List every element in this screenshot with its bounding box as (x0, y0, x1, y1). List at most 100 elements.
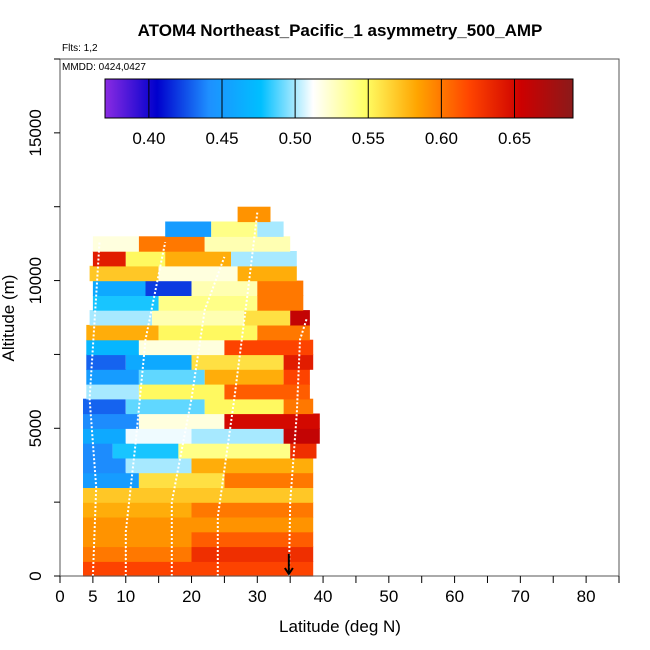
heatmap-cell (125, 354, 192, 370)
heatmap-cell (125, 546, 192, 562)
y-axis: 0 5000 10000 15000 (26, 58, 60, 581)
heatmap-cell (83, 398, 126, 415)
x-tick-label: 60 (445, 587, 464, 606)
colorbar-tick-label: 0.65 (498, 129, 531, 148)
heatmap-cell (83, 457, 126, 474)
heatmap-cell (224, 472, 314, 488)
heatmap-cell (83, 428, 126, 444)
heatmap-cell (191, 428, 284, 444)
heatmap-cell (257, 280, 304, 296)
colorbar-scale (104, 78, 574, 119)
heatmap-cell (86, 384, 139, 400)
heatmap-cell (92, 295, 159, 311)
heatmap-cell (125, 428, 192, 444)
y-tick-label: 10000 (26, 257, 45, 304)
flight-track (124, 242, 167, 576)
heatmap-cell (138, 413, 225, 429)
heatmap-cell (112, 443, 179, 459)
y-tick-label: 15000 (26, 109, 45, 156)
heatmap-cell (165, 221, 212, 237)
x-tick-label: 30 (248, 587, 267, 606)
heatmap-cell (138, 472, 225, 488)
latitude-marker-arrow (284, 553, 294, 576)
heatmap-cell (152, 310, 245, 326)
heatmap-cell (92, 280, 146, 296)
heatmap-cell (89, 310, 153, 326)
heatmap-cell (231, 251, 297, 267)
heatmap-cell (83, 531, 192, 548)
heatmap-cell (283, 398, 314, 415)
colorbar-tick-label: 0.55 (352, 129, 385, 148)
heatmap-cell (83, 561, 314, 577)
heatmap-cell (165, 251, 231, 267)
x-tick-label: 80 (577, 587, 596, 606)
heatmap-cell (125, 251, 166, 267)
heatmap-cell (138, 384, 225, 400)
heatmap-cell (125, 398, 205, 415)
heatmap-cell (138, 369, 205, 385)
heatmap-cell (86, 339, 139, 356)
heatmap-cell (83, 472, 139, 488)
heatmap-cell (92, 251, 126, 267)
y-tick-label: 0 (26, 571, 45, 580)
heatmap-cell (92, 236, 139, 252)
x-tick-label: 5 (88, 587, 97, 606)
heatmap-cell (244, 310, 291, 326)
x-tick-label: 70 (511, 587, 530, 606)
chart-title: ATOM4 Northeast_Pacific_1 asymmetry_500_… (138, 21, 543, 40)
heatmap-cell (224, 339, 314, 356)
x-tick-label: 50 (379, 587, 398, 606)
date-label: MMDD: 0424,0427 (62, 62, 146, 73)
heatmap-cells (83, 206, 320, 577)
x-tick-label: 40 (314, 587, 333, 606)
colorbar-tick-label: 0.45 (205, 129, 238, 148)
heatmap-cell (178, 443, 291, 459)
heatmap-cell (204, 369, 284, 385)
heatmap-cell (83, 502, 192, 518)
heatmap-cell (257, 221, 284, 237)
heatmap-cell (138, 339, 225, 356)
heatmap-cell (145, 280, 192, 296)
heatmap-cell (283, 354, 314, 370)
heatmap-cell (83, 546, 126, 562)
colorbar-tick-label: 0.40 (132, 129, 165, 148)
flight-track (170, 256, 226, 576)
heatmap-cell (191, 280, 258, 296)
heatmap-cell (211, 221, 258, 237)
heatmap-cell (290, 443, 317, 459)
heatmap-cell (257, 295, 304, 311)
y-axis-label: Altitude (m) (0, 275, 18, 362)
heatmap-cell (224, 413, 320, 429)
heatmap-cell (204, 398, 284, 415)
colorbar: 0.40 0.45 0.50 0.55 0.60 0.65 (104, 78, 574, 148)
heatmap-cell (86, 369, 139, 385)
flights-label: Flts: 1,2 (62, 43, 98, 54)
heatmap-cell (191, 502, 314, 518)
flight-track (88, 242, 101, 577)
heatmap-cell (237, 206, 271, 223)
heatmap-cell (257, 324, 310, 341)
x-tick-label: 10 (116, 587, 135, 606)
heatmap-cell (283, 428, 320, 444)
x-axis: 0 5 10 20 30 40 50 60 70 80 (55, 576, 620, 606)
heatmap-cell (191, 531, 314, 548)
heatmap-cell (125, 457, 192, 474)
flight-track (287, 318, 308, 577)
heatmap-cell (237, 265, 297, 282)
x-tick-label: 0 (55, 587, 64, 606)
heatmap-cell (83, 443, 113, 459)
heatmap-cell (224, 384, 310, 400)
heatmap-cell (191, 457, 314, 474)
heatmap-cell (204, 236, 291, 252)
heatmap-cell (191, 354, 284, 370)
heatmap-cell (290, 310, 310, 326)
heatmap-cell (138, 236, 205, 252)
heatmap-cell (191, 546, 314, 562)
heatmap-cell (86, 324, 159, 341)
colorbar-tick-label: 0.60 (425, 129, 458, 148)
y-tick-label: 5000 (26, 409, 45, 447)
heatmap-cell (86, 354, 126, 370)
heatmap-cell (89, 265, 159, 282)
heatmap-cell (83, 487, 314, 503)
